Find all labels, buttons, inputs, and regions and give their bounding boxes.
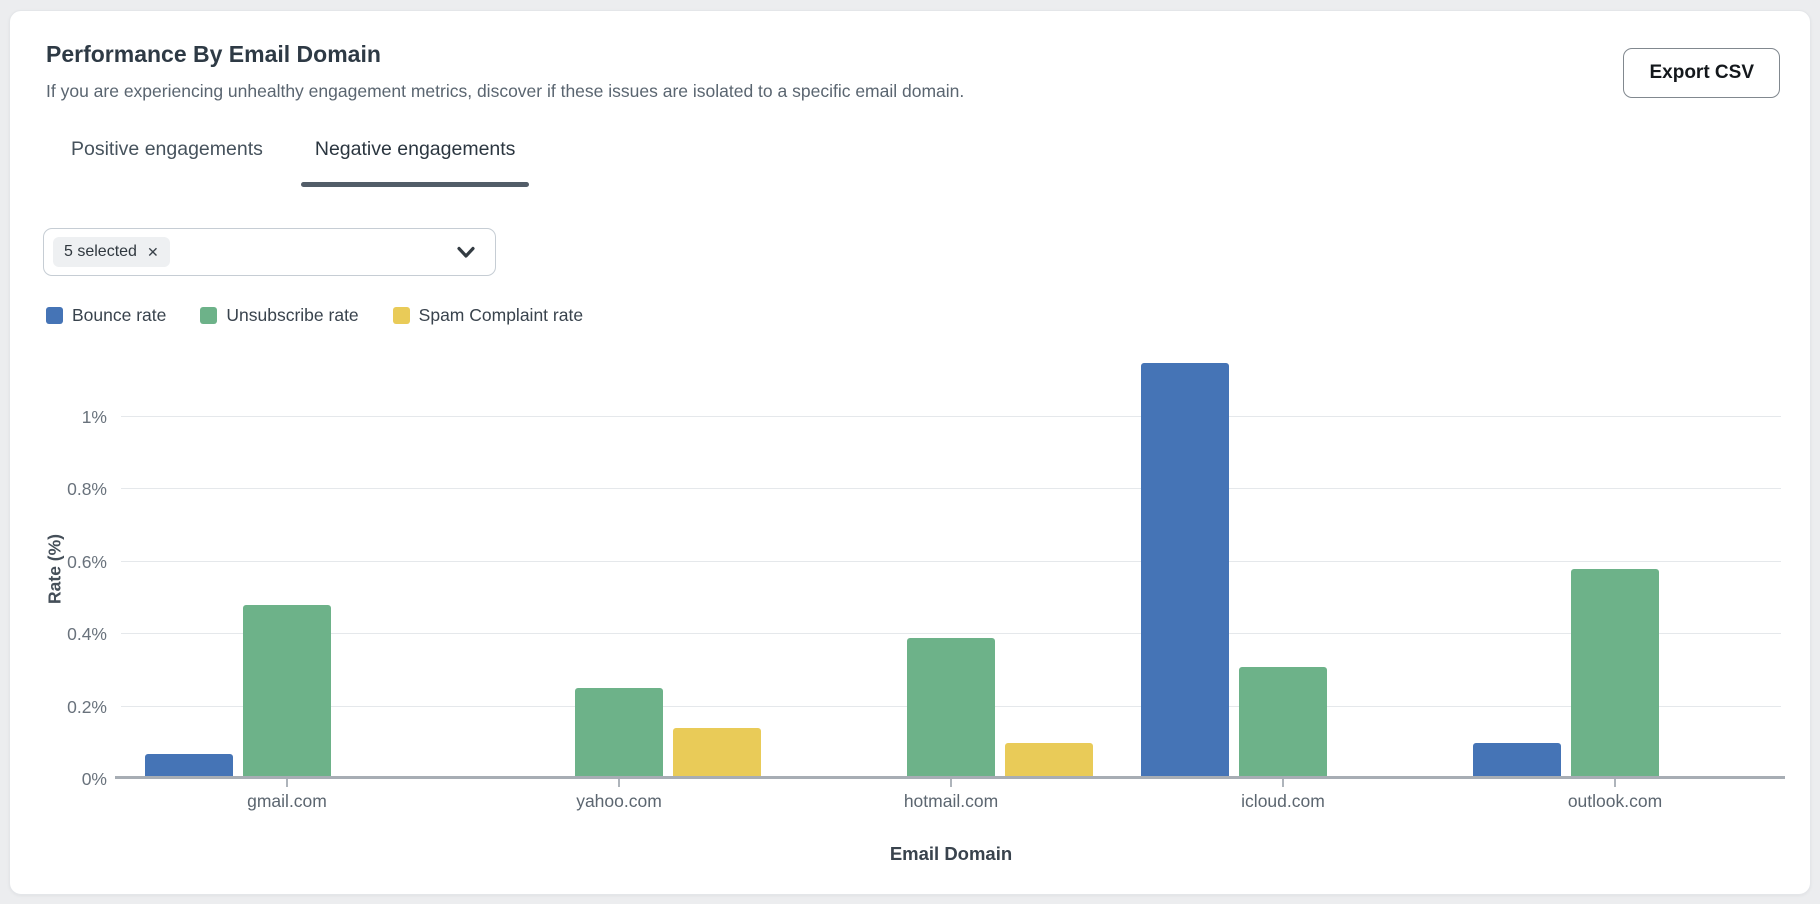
gridline-0.6- (121, 561, 1781, 562)
engagement-tabs: Positive engagements Negative engagement… (57, 138, 530, 187)
x-category-label-gmail.com: gmail.com (247, 791, 327, 811)
y-tick-label-0.8-: 0.8% (67, 479, 107, 499)
close-icon[interactable]: ✕ (146, 244, 159, 260)
x-tick-yahoo.com (618, 779, 620, 787)
y-axis-title: Rate (%) (44, 533, 65, 605)
tab-negative-engagements[interactable]: Negative engagements (300, 138, 530, 187)
bar-unsubscribe-rate-yahoo.com[interactable] (575, 688, 663, 779)
bar-bounce-rate-icloud.com[interactable] (1141, 363, 1229, 779)
x-axis-title: Email Domain (889, 843, 1013, 864)
legend-item-unsubscribe-rate[interactable]: Unsubscribe rate (200, 305, 359, 326)
chart-legend: Bounce rate Unsubscribe rate Spam Complain… (46, 305, 583, 326)
x-axis-line (115, 776, 1785, 779)
bar-bounce-rate-gmail.com[interactable] (145, 754, 233, 779)
gridline-1- (121, 416, 1781, 417)
bar-unsubscribe-rate-outlook.com[interactable] (1571, 569, 1659, 779)
tab-positive-engagements[interactable]: Positive engagements (71, 138, 263, 160)
x-category-label-hotmail.com: hotmail.com (903, 791, 999, 811)
legend-label-spam-complaint-rate: Spam Complaint rate (418, 305, 584, 325)
export-csv-button[interactable]: Export CSV (1623, 48, 1780, 98)
legend-swatch-bounce-rate (46, 307, 63, 324)
x-category-label-outlook.com: outlook.com (1567, 791, 1663, 811)
selected-count-label: 5 selected (64, 243, 137, 260)
x-tick-gmail.com (286, 779, 288, 787)
legend-label-bounce-rate: Bounce rate (72, 305, 167, 325)
y-tick-label-0.6-: 0.6% (67, 552, 107, 572)
bar-spam-complaint-rate-hotmail.com[interactable] (1005, 743, 1093, 779)
chevron-down-icon[interactable] (455, 241, 477, 263)
page-title: Performance By Email Domain (46, 41, 381, 67)
legend-item-spam-complaint-rate[interactable]: Spam Complaint rate (392, 305, 584, 326)
y-tick-label-0.2-: 0.2% (67, 697, 107, 717)
gridline-0.4- (121, 633, 1781, 634)
bar-bounce-rate-outlook.com[interactable] (1473, 743, 1561, 779)
legend-swatch-unsubscribe-rate (200, 307, 218, 324)
x-tick-hotmail.com (950, 779, 952, 787)
bar-spam-complaint-rate-yahoo.com[interactable] (673, 728, 761, 779)
bar-chart-plot-area: 0% 0.2% 0.4% 0.6% 0.8% 1% gmail.com yahoo.com ho… (67, 331, 1785, 864)
legend-label-unsubscribe-rate: Unsubscribe rate (226, 305, 359, 325)
bar-unsubscribe-rate-gmail.com[interactable] (243, 605, 331, 779)
x-tick-outlook.com (1614, 779, 1616, 787)
legend-item-bounce-rate[interactable]: Bounce rate (46, 305, 166, 326)
gridline-0.8- (121, 488, 1781, 489)
bar-unsubscribe-rate-icloud.com[interactable] (1239, 667, 1327, 779)
performance-card: Performance By Email Domain If you are e… (9, 10, 1811, 895)
x-tick-icloud.com (1282, 779, 1284, 787)
legend-swatch-spam-complaint-rate (392, 307, 410, 324)
domain-multiselect[interactable]: 5 selected ✕ (43, 228, 496, 276)
y-tick-label-1-: 1% (81, 407, 107, 427)
selected-count-chip[interactable]: 5 selected ✕ (53, 237, 170, 267)
x-category-label-yahoo.com: yahoo.com (576, 791, 662, 811)
page-subtitle: If you are experiencing unhealthy engage… (46, 81, 965, 101)
y-tick-label-0-: 0% (81, 769, 107, 789)
y-tick-label-0.4-: 0.4% (67, 624, 107, 644)
x-category-label-icloud.com: icloud.com (1241, 791, 1325, 811)
bar-unsubscribe-rate-hotmail.com[interactable] (907, 638, 995, 779)
